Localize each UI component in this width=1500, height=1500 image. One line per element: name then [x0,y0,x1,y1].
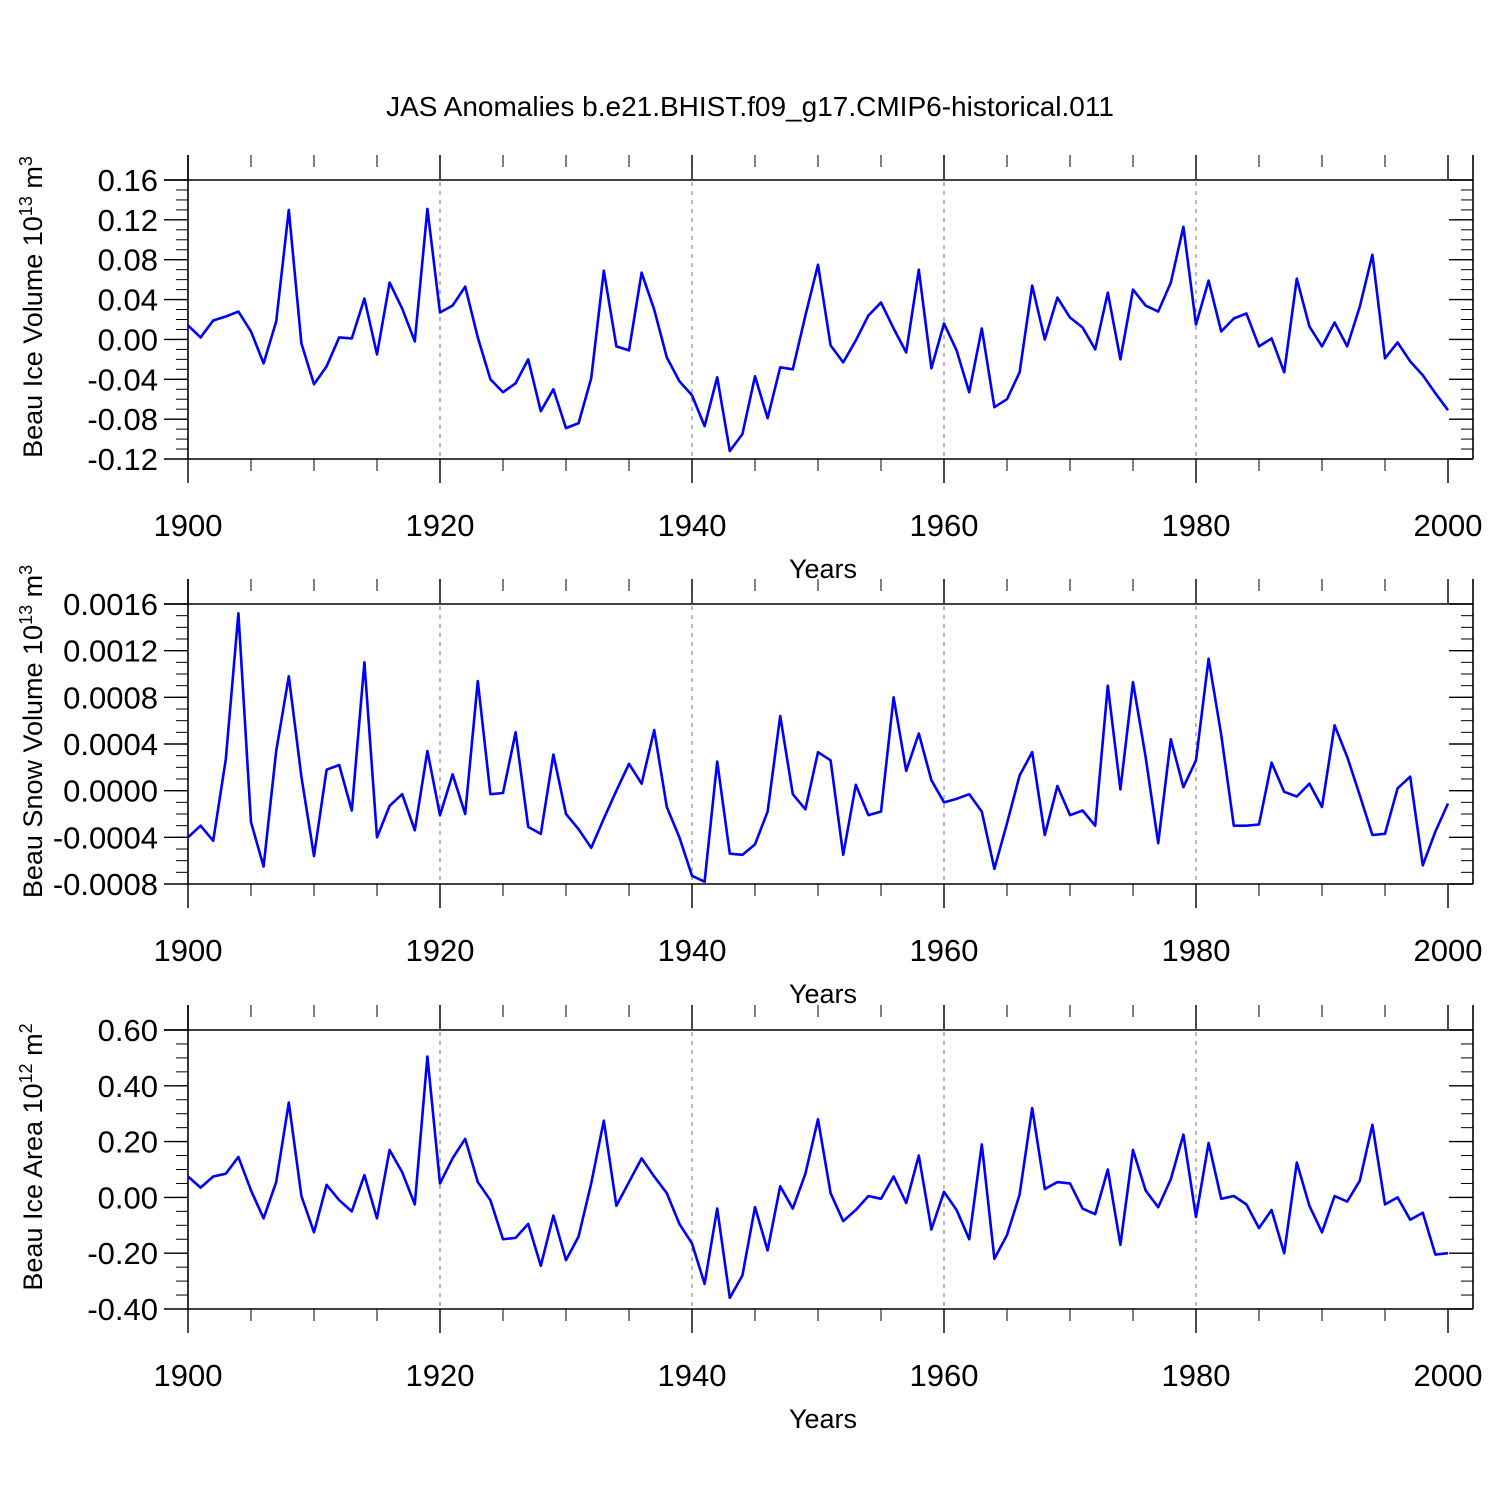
x-tick-label: 2000 [1414,933,1483,968]
y-tick-label: 0.40 [98,1069,158,1104]
x-axis-label: Years [789,554,857,584]
y-axis-label-unit-exponent: 2 [16,1023,36,1033]
y-axis-label: Beau Snow Volume 1013 m3 [16,565,48,898]
x-tick-label: 2000 [1414,1358,1483,1393]
series-line [187,612,1450,883]
y-tick-label: 0.0008 [63,680,158,715]
y-axis-label: Beau Ice Area 1012 m2 [16,1023,48,1290]
y-tick-label: 0.0012 [63,634,158,669]
y-axis-label-exponent: 13 [16,196,36,216]
y-tick-label: -0.0004 [53,820,158,855]
y-tick-label: -0.0008 [53,867,158,902]
y-axis-label-text: Beau Snow Volume 10 [18,625,48,898]
y-axis-label-text: Beau Ice Volume 10 [18,216,48,458]
series-line [187,1055,1449,1300]
y-tick-label: 0.16 [98,163,158,198]
y-axis-label-exponent: 12 [16,1063,36,1083]
y-axis-label-unit: m [18,575,48,605]
y-tick-label: -0.04 [87,362,158,397]
y-tick-label: -0.08 [87,402,158,437]
x-tick-label: 1900 [154,933,223,968]
x-tick-label: 1980 [1162,933,1231,968]
x-tick-label: 1940 [658,933,727,968]
x-tick-label: 1920 [406,508,475,543]
x-tick-label: 2000 [1414,508,1483,543]
y-axis-label-text: Beau Ice Area 10 [18,1083,48,1290]
x-tick-label: 1960 [910,508,979,543]
y-axis-label: Beau Ice Volume 1013 m3 [16,156,48,458]
y-tick-label: 0.00 [98,1180,158,1215]
chart-title: JAS Anomalies b.e21.BHIST.f09_g17.CMIP6-… [386,91,1114,122]
y-axis-label-exponent: 13 [16,605,36,625]
panel-ice-volume: -0.12 -0.08 -0.04 0.00 0.04 0.08 0.12 0.16 1900 1… [16,155,1482,584]
y-tick-label: 0.0016 [63,587,158,622]
y-tick-label: 0.12 [98,203,158,238]
x-axis-label: Years [789,979,857,1009]
y-tick-label: 0.04 [98,283,158,318]
x-tick-label: 1900 [154,508,223,543]
x-tick-label: 1960 [910,933,979,968]
x-tick-label: 1940 [658,508,727,543]
y-axis-label-unit-exponent: 3 [16,156,36,166]
y-axis-label-unit-exponent: 3 [16,565,36,575]
series-line [187,207,1450,453]
y-tick-label: 0.20 [98,1125,158,1160]
x-tick-label: 1920 [406,1358,475,1393]
y-tick-label: 0.60 [98,1013,158,1048]
y-tick-label: 0.0004 [63,727,158,762]
x-tick-label: 1900 [154,1358,223,1393]
y-tick-label: 0.00 [98,322,158,357]
x-tick-label: 1920 [406,933,475,968]
x-tick-label: 1980 [1162,508,1231,543]
y-tick-label: 0.08 [98,243,158,278]
y-axis-label-unit: m [18,1033,48,1063]
panel-ice-area: -0.40 -0.20 0.00 0.20 0.40 0.60 1900 1920 1940 19… [16,1005,1482,1434]
y-tick-label: -0.12 [87,442,158,477]
y-tick-label: -0.20 [87,1236,158,1271]
x-tick-label: 1980 [1162,1358,1231,1393]
y-tick-label: -0.40 [87,1292,158,1327]
y-axis-label-unit: m [18,166,48,196]
y-tick-label: 0.0000 [63,774,158,809]
panels: -0.12 -0.08 -0.04 0.00 0.04 0.08 0.12 0.16 1900 1… [16,155,1482,1434]
x-tick-label: 1940 [658,1358,727,1393]
x-axis-label: Years [789,1404,857,1434]
x-tick-label: 1960 [910,1358,979,1393]
panel-snow-volume: -0.0008 -0.0004 0.0000 0.0004 0.0008 0.0012 0.… [16,565,1482,1009]
